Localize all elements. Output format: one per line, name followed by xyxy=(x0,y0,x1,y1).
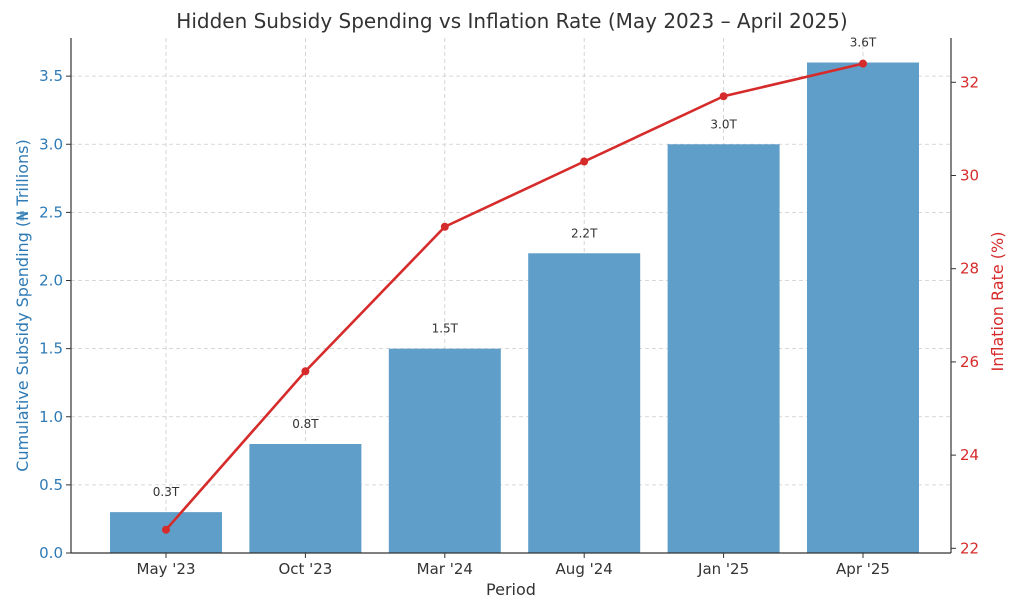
bar xyxy=(667,144,780,553)
left-tick-label: 3.0 xyxy=(39,135,63,153)
bar-data-label: 3.0T xyxy=(710,117,737,131)
inflation-line xyxy=(165,62,864,531)
bar-data-label: 2.2T xyxy=(571,226,598,240)
inflation-point xyxy=(162,525,170,534)
inflation-point xyxy=(301,367,310,376)
left-tick-label: 1.5 xyxy=(39,340,63,358)
inflation-point xyxy=(859,59,867,68)
right-tick-label: 30 xyxy=(960,166,979,184)
x-axis-title: Period xyxy=(486,580,536,599)
inflation-point xyxy=(580,157,589,166)
x-tick-label: May '23 xyxy=(137,560,196,578)
left-tick-label: 2.5 xyxy=(39,203,63,221)
bar xyxy=(807,62,919,554)
chart-title: Hidden Subsidy Spending vs Inflation Rat… xyxy=(176,9,847,33)
bar xyxy=(528,253,641,553)
x-tick-label: Apr '25 xyxy=(836,560,890,578)
right-tick-label: 24 xyxy=(960,446,979,464)
y2-axis-title: Inflation Rate (%) xyxy=(988,232,1007,372)
tick-labels: 0.0 0.5 1.0 1.5 2.0 2.5 3.0 3.5 22 24 26 28 30 32 May … xyxy=(39,67,979,578)
right-tick-label: 22 xyxy=(960,539,979,557)
axes xyxy=(70,38,952,554)
bar-data-label: 1.5T xyxy=(432,322,459,336)
bar-data-labels: 0.3T 0.8T 1.5T 2.2T 3.0T 3.6T xyxy=(153,36,877,500)
x-tick-label: Jan '25 xyxy=(697,560,749,578)
x-tick-label: Mar '24 xyxy=(417,560,473,578)
x-tick-label: Oct '23 xyxy=(278,560,332,578)
left-tick-label: 0.5 xyxy=(39,476,63,494)
bar-data-label: 0.3T xyxy=(153,485,180,499)
left-tick-label: 1.0 xyxy=(39,408,63,426)
bar-data-label: 0.8T xyxy=(292,417,319,431)
bar xyxy=(388,348,501,553)
bar xyxy=(249,444,362,553)
bar-data-label: 3.6T xyxy=(850,36,877,50)
left-tick-label: 2.0 xyxy=(39,272,63,290)
left-tick-label: 3.5 xyxy=(39,67,63,85)
right-tick-label: 26 xyxy=(960,353,979,371)
inflation-point xyxy=(440,222,449,231)
inflation-line-series xyxy=(162,59,867,534)
right-tick-label: 28 xyxy=(960,260,979,278)
bar-series xyxy=(110,62,919,554)
left-tick-label: 0.0 xyxy=(39,544,63,562)
x-tick-label: Aug '24 xyxy=(556,560,613,578)
right-tick-label: 32 xyxy=(960,73,979,91)
y-axis-title: Cumulative Subsidy Spending (₦ Trillions… xyxy=(13,139,32,471)
inflation-point xyxy=(719,92,728,101)
